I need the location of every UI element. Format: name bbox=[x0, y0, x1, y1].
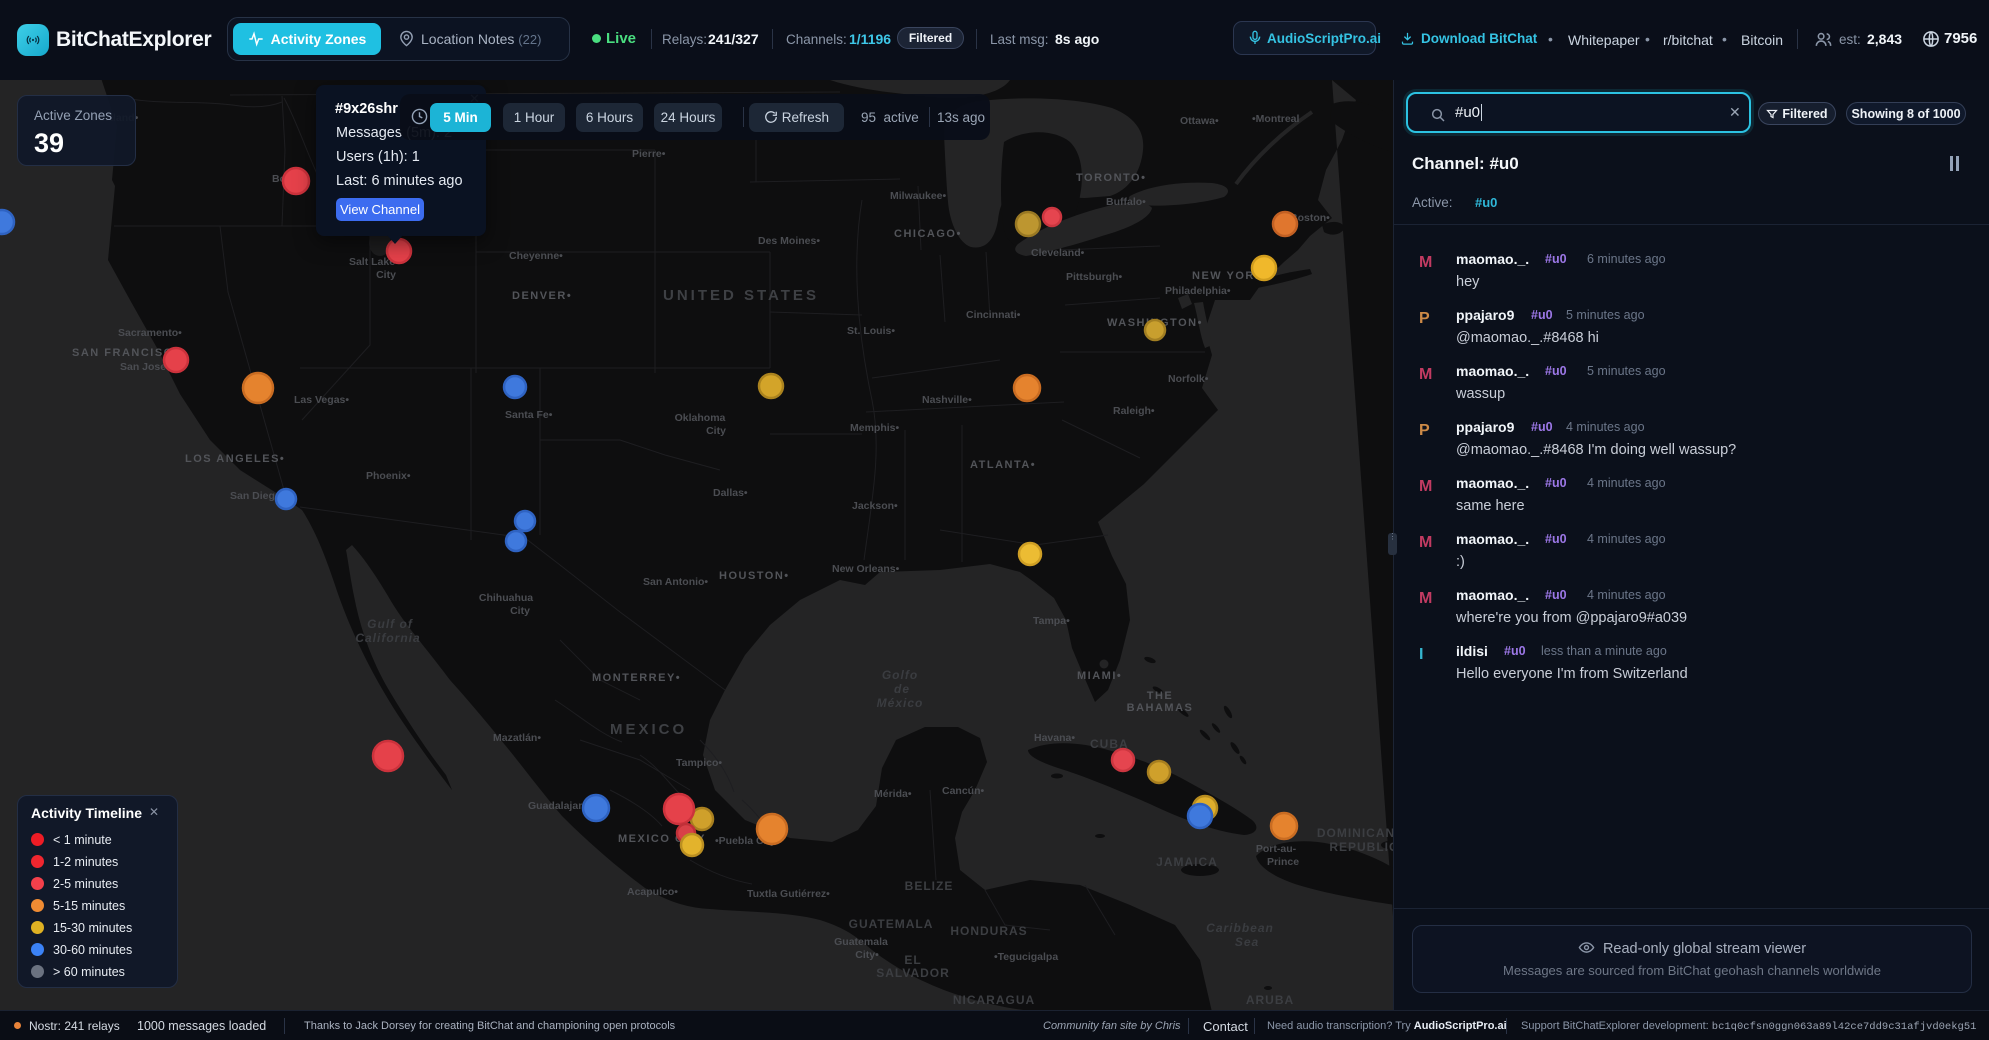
svg-text:Milwaukee•: Milwaukee• bbox=[890, 190, 947, 202]
svg-text:Las Vegas•: Las Vegas• bbox=[294, 394, 349, 406]
svg-text:Tampico•: Tampico• bbox=[676, 757, 722, 769]
svg-text:Pierre•: Pierre• bbox=[632, 148, 666, 160]
svg-text:Des Moines•: Des Moines• bbox=[758, 235, 820, 247]
svg-text:JAMAICA: JAMAICA bbox=[1156, 855, 1218, 869]
svg-text:de: de bbox=[894, 682, 910, 696]
svg-text:Sea: Sea bbox=[1235, 935, 1259, 949]
svg-text:Oklahoma: Oklahoma bbox=[675, 412, 726, 424]
svg-text:City: City bbox=[510, 605, 530, 617]
svg-text:Sacramento•: Sacramento• bbox=[118, 327, 182, 339]
svg-text:Buffalo•: Buffalo• bbox=[1106, 196, 1146, 208]
svg-text:Salt Lake: Salt Lake bbox=[349, 256, 395, 268]
svg-text:REPUBLIC: REPUBLIC bbox=[1329, 840, 1393, 854]
svg-text:California: California bbox=[355, 631, 420, 645]
svg-text:MIAMI•: MIAMI• bbox=[1077, 670, 1122, 682]
svg-text:Tuxtla Gutiérrez•: Tuxtla Gutiérrez• bbox=[747, 888, 830, 900]
svg-text:Pittsburgh•: Pittsburgh• bbox=[1066, 271, 1122, 283]
svg-text:•Tegucigalpa: •Tegucigalpa bbox=[994, 951, 1058, 963]
svg-text:St. Louis•: St. Louis• bbox=[847, 325, 895, 337]
svg-text:Ottawa•: Ottawa• bbox=[1180, 115, 1219, 127]
svg-text:Acapulco•: Acapulco• bbox=[627, 886, 678, 898]
svg-text:San Diego: San Diego bbox=[230, 490, 281, 502]
svg-text:México: México bbox=[877, 696, 924, 710]
svg-text:Memphis•: Memphis• bbox=[850, 422, 900, 434]
svg-text:Guatemala: Guatemala bbox=[834, 936, 888, 948]
svg-text:City: City bbox=[376, 269, 396, 281]
svg-text:Nashville•: Nashville• bbox=[922, 394, 972, 406]
svg-text:HONDURAS: HONDURAS bbox=[950, 924, 1027, 938]
svg-text:Jackson•: Jackson• bbox=[852, 500, 898, 512]
svg-text:Boston•: Boston• bbox=[1290, 212, 1330, 224]
svg-text:ATLANTA•: ATLANTA• bbox=[970, 459, 1036, 471]
svg-text:Dallas•: Dallas• bbox=[713, 487, 748, 499]
svg-text:Mazatlán•: Mazatlán• bbox=[493, 732, 541, 744]
svg-text:Phoenix•: Phoenix• bbox=[366, 470, 411, 482]
svg-text:Cincinnati•: Cincinnati• bbox=[966, 309, 1021, 321]
svg-text:CHICAGO•: CHICAGO• bbox=[894, 228, 962, 240]
svg-text:ARUBA: ARUBA bbox=[1246, 993, 1294, 1007]
svg-text:Golfo: Golfo bbox=[882, 668, 918, 682]
svg-text:City•: City• bbox=[855, 949, 879, 961]
svg-text:Chihuahua: Chihuahua bbox=[479, 592, 533, 604]
svg-text:Norfolk•: Norfolk• bbox=[1168, 373, 1209, 385]
svg-text:MONTERREY•: MONTERREY• bbox=[592, 672, 681, 684]
svg-text:Guadalajara•: Guadalajara• bbox=[528, 800, 592, 812]
svg-text:Santa Fe•: Santa Fe• bbox=[505, 409, 553, 421]
svg-text:Prince: Prince bbox=[1267, 856, 1299, 868]
svg-text:Cancún•: Cancún• bbox=[942, 785, 985, 797]
svg-text:GUATEMALA: GUATEMALA bbox=[849, 917, 934, 931]
svg-text:Philadelphia•: Philadelphia• bbox=[1165, 285, 1231, 297]
svg-text:MEXICO: MEXICO bbox=[610, 721, 687, 738]
svg-text:SAN FRANCISCO: SAN FRANCISCO bbox=[72, 347, 183, 359]
svg-text:New Orleans•: New Orleans• bbox=[832, 563, 900, 575]
svg-text:DENVER•: DENVER• bbox=[512, 290, 572, 302]
svg-text:Caribbean: Caribbean bbox=[1206, 921, 1274, 935]
svg-text:UNITED STATES: UNITED STATES bbox=[663, 287, 819, 304]
svg-text:Cheyenne•: Cheyenne• bbox=[509, 250, 563, 262]
svg-text:LOS ANGELES•: LOS ANGELES• bbox=[185, 453, 285, 465]
svg-text:BAHAMAS: BAHAMAS bbox=[1127, 702, 1194, 714]
svg-text:Mérida•: Mérida• bbox=[874, 788, 912, 800]
svg-text:City: City bbox=[706, 425, 726, 437]
svg-text:Tampa•: Tampa• bbox=[1033, 615, 1070, 627]
svg-text:Port-au-: Port-au- bbox=[1256, 843, 1297, 855]
svg-text:EL: EL bbox=[904, 953, 921, 967]
svg-text:•Montreal: •Montreal bbox=[1252, 113, 1300, 125]
svg-text:BELIZE: BELIZE bbox=[905, 879, 954, 893]
svg-text:Havana•: Havana• bbox=[1034, 732, 1075, 744]
svg-text:NICARAGUA: NICARAGUA bbox=[953, 993, 1035, 1007]
svg-text:Raleigh•: Raleigh• bbox=[1113, 405, 1155, 417]
svg-text:CUBA: CUBA bbox=[1090, 737, 1129, 751]
svg-text:Gulf of: Gulf of bbox=[367, 617, 413, 631]
svg-text:TORONTO•: TORONTO• bbox=[1076, 172, 1146, 184]
svg-text:NEW YORK•: NEW YORK• bbox=[1192, 270, 1270, 282]
svg-text:San Antonio•: San Antonio• bbox=[643, 576, 708, 588]
svg-text:Cleveland•: Cleveland• bbox=[1031, 247, 1085, 259]
svg-text:DOMINICAN: DOMINICAN bbox=[1317, 826, 1393, 840]
svg-text:THE: THE bbox=[1147, 690, 1174, 702]
svg-text:San Jose: San Jose bbox=[120, 361, 166, 373]
svg-text:HOUSTON•: HOUSTON• bbox=[719, 570, 790, 582]
svg-text:SALVADOR: SALVADOR bbox=[876, 966, 950, 980]
